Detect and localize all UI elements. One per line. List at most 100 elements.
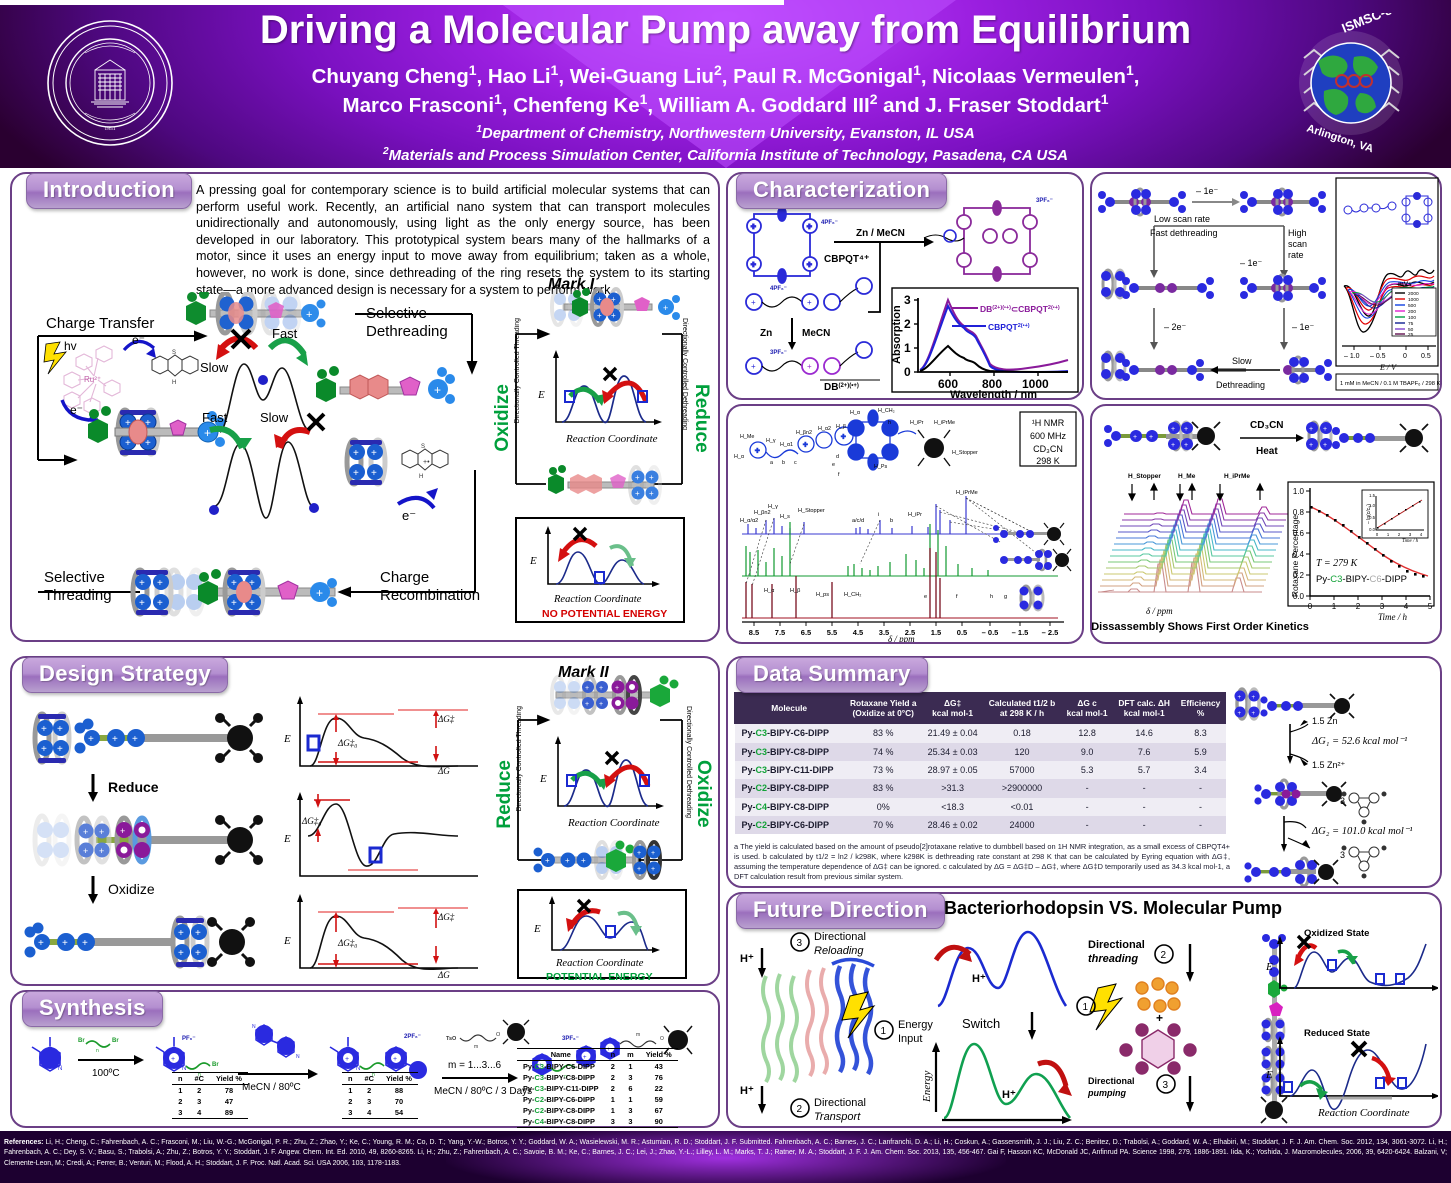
label-electron-1: e⁻	[132, 333, 145, 347]
svg-text:+: +	[157, 578, 163, 589]
table-column-header: Molecule	[733, 691, 845, 725]
svg-text:+: +	[345, 1056, 349, 1063]
label-high-1: High	[1288, 228, 1307, 238]
nmr-stopper-group	[917, 429, 951, 467]
cv-xlabel: E / V	[1379, 363, 1397, 372]
mini-table-header: #C	[188, 1072, 210, 1085]
svg-text:H_Ps: H_Ps	[874, 464, 887, 470]
mini-table-row: Py-C3-BIPY-C8-DIPP 2 3 76	[517, 1072, 678, 1083]
svg-text:+: +	[178, 928, 184, 939]
svg-text:2: 2	[904, 317, 911, 331]
label-high-3: rate	[1288, 250, 1304, 260]
svg-text:a/c/d: a/c/d	[852, 518, 864, 524]
svg-text:+: +	[132, 734, 138, 745]
svg-text:H_α: H_α	[850, 410, 860, 416]
mark2-energy-plot-2: E Reaction Coordinate POTENTIAL ENERGY	[533, 896, 660, 982]
svg-text:O: O	[660, 1036, 664, 1042]
svg-text:H_iPr: H_iPr	[908, 512, 922, 518]
table-cell: 83 %	[843, 723, 923, 743]
mini-table-row: 2 3 70	[342, 1096, 418, 1107]
svg-text:4PF₆⁻: 4PF₆⁻	[770, 286, 787, 292]
svg-text:0.5: 0.5	[1421, 353, 1431, 360]
svg-text:6.5: 6.5	[801, 628, 811, 637]
uv-vis-chart: 0 1 2 3 600 800 1000 Absorption Wavelength / …	[891, 293, 1069, 398]
cv-plot: mVs 2000 1000 500 200 100 75 50 25 – 1.0…	[1342, 192, 1437, 372]
characterization-panel: Characterization + + + + 4PF₆⁻ CBPQT⁴⁺ Z…	[726, 172, 1084, 400]
table-row[interactable]: Py-C4-BIPY-C8-DIPP 0% <18.3 <0.01- - -	[734, 797, 1226, 817]
mini-table-row: Py-C3-BIPY-C11-DIPP 2 6 22	[517, 1083, 678, 1094]
table-cell: 5.7	[1112, 760, 1176, 780]
syn-reagent-1: Br Br n	[78, 1038, 119, 1054]
mini-cell-name: Py-C4-BIPY-C8-DIPP	[517, 1116, 605, 1128]
mini-cell: 70	[394, 1097, 404, 1106]
table-cell: 3.4	[1175, 760, 1226, 780]
table-row[interactable]: Py-C2-BIPY-C8-DIPP 83 % >31.3 >2900000- - -	[734, 779, 1226, 798]
svg-text:– 2.5: – 2.5	[1042, 628, 1059, 637]
svg-text:+: +	[195, 948, 201, 959]
introduction-panel: Introduction A pressing goal for contemp…	[10, 172, 720, 642]
zn-energy-scheme: + + + + 1.5 Zn 1.5 Zn²⁺ ΔG₁ = 52.6 kcal …	[1234, 687, 1413, 886]
svg-text:H_α2: H_α2	[818, 426, 831, 432]
svg-text:+: +	[663, 303, 668, 313]
svg-text:N: N	[356, 1066, 360, 1072]
svg-text:2.5: 2.5	[905, 628, 915, 637]
svg-text:f: f	[956, 594, 958, 600]
label-dir-threading-1: Directional	[1088, 939, 1145, 951]
label-step3-num: 3	[797, 938, 803, 949]
table-column-header: Rotaxane Yield a (Oxidize at 0°C)	[843, 691, 924, 725]
mini-table-header: Yield %	[209, 1072, 248, 1085]
mini-cell: 76	[654, 1073, 663, 1082]
svg-text:+: +	[1252, 695, 1256, 701]
label-dir-pumping-2: pumping	[1087, 1088, 1126, 1098]
label-proton-green: H⁺	[1002, 1089, 1016, 1101]
svg-text:+: +	[599, 701, 603, 708]
table-row[interactable]: Py-C3-BIPY-C6-DIPP 83 % 21.49 ± 0.04 0.18 12…	[734, 723, 1226, 743]
table-column-header: ΔG c kcal mol-1	[1060, 691, 1114, 725]
svg-text:H_α/α2: H_α/α2	[740, 518, 758, 524]
header-white-bar	[0, 0, 784, 5]
label-selective-threading-2: Threading	[44, 587, 112, 604]
future-energy-green: H⁺ Energy Reaction Coord.	[921, 1042, 1072, 1124]
mini-cell: 3	[604, 1116, 622, 1128]
svg-text:+: +	[651, 866, 655, 873]
phenothiazine-radical-cation	[401, 448, 449, 471]
mini-cell: 1	[348, 1086, 353, 1095]
svg-text:+: +	[597, 311, 602, 320]
label-heat: Heat	[1256, 446, 1278, 457]
references-label: References:	[4, 1139, 44, 1146]
svg-text:Br: Br	[112, 1038, 119, 1044]
mini-cell: 22	[654, 1084, 663, 1093]
mark1-energy-plot-2: E Reaction Coordinate NO POTENTIAL ENERG…	[529, 526, 667, 620]
mini-cell-name: Py-C2-BIPY-C6-DIPP	[523, 1095, 595, 1104]
label-step2b-num: 2	[1161, 950, 1167, 961]
table-cell: 0%	[843, 797, 923, 817]
svg-text:+: +	[353, 468, 359, 479]
svg-text:H: H	[172, 380, 176, 386]
svg-text:3.5: 3.5	[879, 628, 889, 637]
table-cell: 25.34 ± 0.03	[922, 742, 983, 761]
svg-text:f: f	[838, 472, 840, 478]
affiliation-block: 1Department of Chemistry, Northwestern U…	[0, 123, 1451, 166]
table-row[interactable]: Py-C3-BIPY-C11-DIPP 73 % 28.97 ± 0.05 57000…	[734, 760, 1226, 780]
mark2-bottom-molecule: + + + + + + +	[533, 840, 662, 880]
table-cell: -	[1061, 797, 1113, 817]
molecule-free-ring: + + + +	[344, 437, 388, 487]
mini-cell: 6	[628, 1084, 633, 1093]
table-cell: 73 %	[843, 760, 923, 780]
label-m-range: m = 1...3...6	[448, 1060, 502, 1071]
label-three-b: 3	[1340, 850, 1345, 860]
svg-text:– 0.5: – 0.5	[982, 628, 999, 637]
table-cell-molecule: Py-C3-BIPY-C6-DIPP	[734, 723, 844, 743]
uv-legend-purple: DB(2+)(•+)⊂CBPQT2(•+)	[980, 304, 1060, 314]
synthesis-panel: Synthesis N Br Br n 100ºC + N Br n	[10, 990, 720, 1128]
mini-cell: 1	[610, 1106, 615, 1115]
mini-cell: 88	[394, 1086, 404, 1095]
label-directional-transport-1: Directional	[814, 1097, 866, 1109]
svg-text:+: +	[1133, 434, 1137, 441]
data-summary-panel: Data Summary Molecule Rotaxane Yield a (Ox…	[726, 656, 1442, 888]
table-row[interactable]: Py-C3-BIPY-C8-DIPP 74 % 25.34 ± 0.03 120 9.0…	[734, 742, 1226, 761]
table-column-header: Efficiency%	[1175, 691, 1226, 725]
svg-text:Reaction Coordinate: Reaction Coordinate	[553, 594, 642, 605]
table-row[interactable]: Py-C2-BIPY-C6-DIPP 70 % 28.46 ± 0.02 24000-…	[734, 816, 1226, 835]
label-reduce: Reduce	[691, 384, 712, 453]
